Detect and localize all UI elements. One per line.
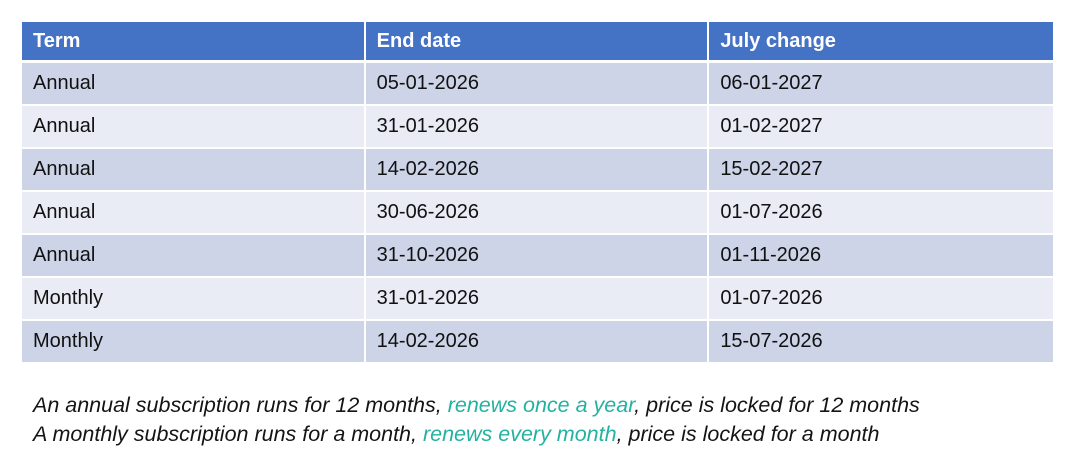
table-cell: 15-07-2026 (709, 321, 1053, 364)
note-accent-text: renews once a year (447, 393, 635, 417)
subscription-table-container: Term End date July change Annual 05-01-20… (22, 22, 1053, 364)
table-cell: 06-01-2027 (709, 63, 1053, 106)
table-cell: Annual (22, 149, 366, 192)
column-header-july-change: July change (709, 22, 1053, 63)
table-cell: 01-11-2026 (709, 235, 1053, 278)
table-cell: 31-01-2026 (365, 106, 710, 149)
table-row: Annual 30-06-2026 01-07-2026 (22, 192, 1053, 235)
table-cell: Annual (22, 192, 366, 235)
table-cell: 05-01-2026 (365, 63, 710, 106)
note-text: , price is locked for 12 months (634, 393, 920, 417)
table-cell: 15-02-2027 (709, 149, 1053, 192)
table-cell: 30-06-2026 (365, 192, 710, 235)
note-text: A monthly subscription runs for a month, (33, 422, 423, 446)
note-monthly: A monthly subscription runs for a month,… (33, 420, 920, 449)
note-annual: An annual subscription runs for 12 month… (33, 391, 920, 420)
note-text: An annual subscription runs for 12 month… (33, 393, 448, 417)
table-row: Annual 14-02-2026 15-02-2027 (22, 149, 1053, 192)
table-cell: Annual (22, 63, 366, 106)
table-cell: Annual (22, 106, 366, 149)
note-accent-text: renews every month (422, 422, 617, 446)
column-header-end-date: End date (365, 22, 710, 63)
table-row: Monthly 31-01-2026 01-07-2026 (22, 278, 1053, 321)
note-text: , price is locked for a month (616, 422, 880, 446)
table-cell: 01-07-2026 (709, 278, 1053, 321)
table-row: Annual 05-01-2026 06-01-2027 (22, 63, 1053, 106)
notes-block: An annual subscription runs for 12 month… (33, 391, 920, 449)
table-cell: Annual (22, 235, 366, 278)
table-cell: 14-02-2026 (365, 321, 710, 364)
table-header: Term End date July change (22, 22, 1053, 63)
table-header-row: Term End date July change (22, 22, 1053, 63)
table-row: Annual 31-01-2026 01-02-2027 (22, 106, 1053, 149)
table-cell: 31-01-2026 (365, 278, 710, 321)
subscription-table: Term End date July change Annual 05-01-20… (22, 22, 1053, 364)
table-row: Annual 31-10-2026 01-11-2026 (22, 235, 1053, 278)
table-cell: Monthly (22, 278, 366, 321)
table-cell: Monthly (22, 321, 366, 364)
table-cell: 01-07-2026 (709, 192, 1053, 235)
table-row: Monthly 14-02-2026 15-07-2026 (22, 321, 1053, 364)
table-body: Annual 05-01-2026 06-01-2027 Annual 31-01-20… (22, 63, 1053, 364)
table-cell: 31-10-2026 (365, 235, 710, 278)
column-header-term: Term (22, 22, 366, 63)
table-cell: 14-02-2026 (365, 149, 710, 192)
table-cell: 01-02-2027 (709, 106, 1053, 149)
